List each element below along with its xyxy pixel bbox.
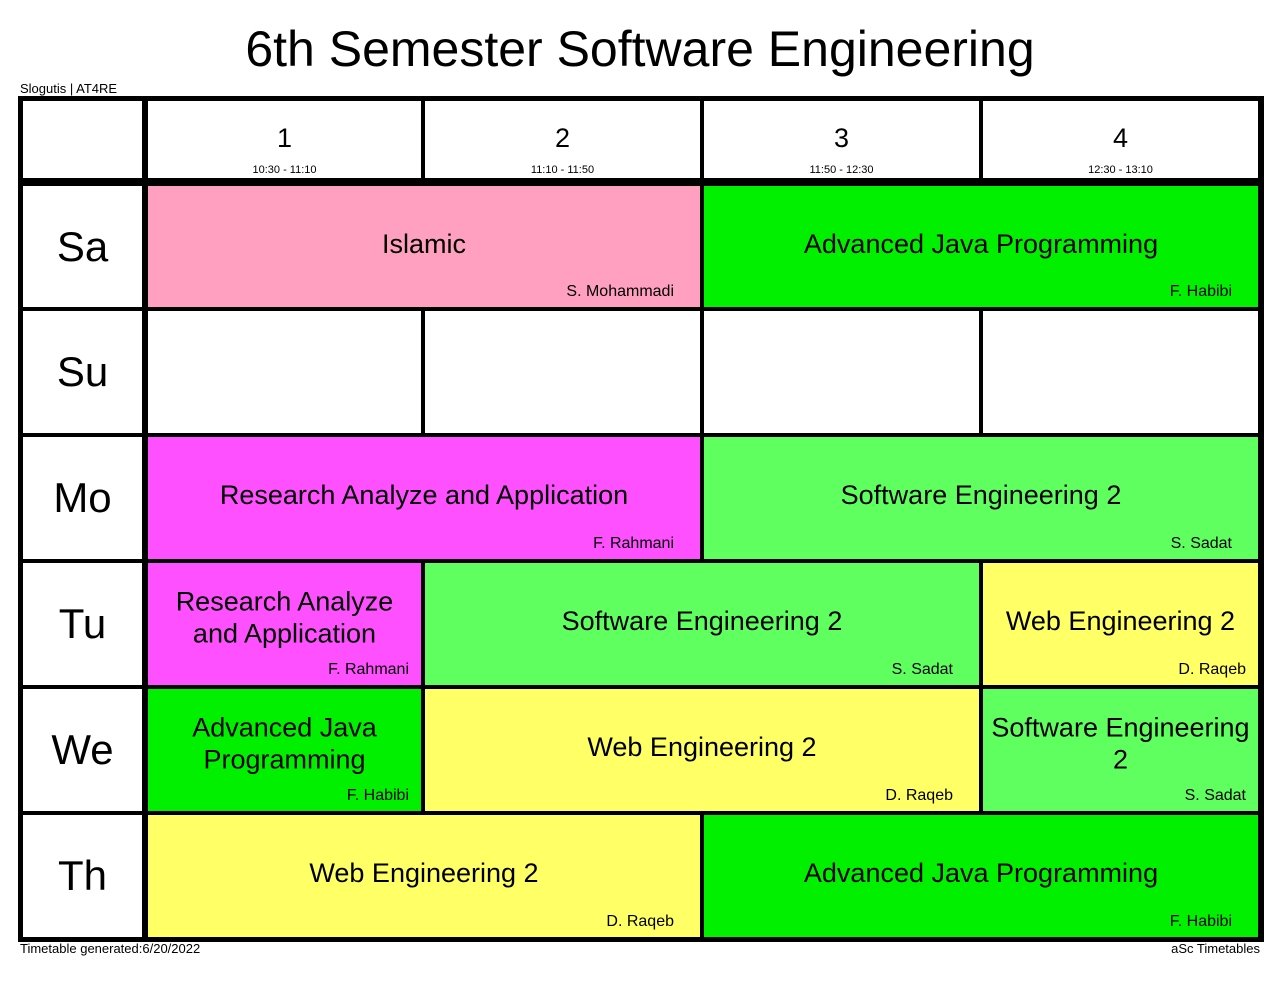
- empty-slot: [982, 310, 1259, 434]
- period-header-4: 4 12:30 - 13:10: [982, 100, 1259, 179]
- lesson-subject: Research Analyze and Application: [175, 586, 394, 649]
- generated-label: Timetable generated:6/20/2022: [20, 941, 201, 956]
- empty-slot: [703, 310, 980, 434]
- lesson-mo-research[interactable]: Research Analyze and Application F. Rahm…: [147, 436, 701, 560]
- day-header-tu: Tu: [22, 562, 143, 686]
- day-header-sa: Sa: [22, 185, 143, 308]
- lesson-teacher: F. Habibi: [1169, 283, 1232, 300]
- lesson-th-advanced-java[interactable]: Advanced Java Programming F. Habibi: [703, 814, 1259, 938]
- lesson-teacher: F. Habibi: [346, 787, 409, 804]
- lesson-teacher: S. Mohammadi: [566, 283, 674, 300]
- empty-slot: [424, 310, 701, 434]
- lesson-subject: Advanced Java Programming: [803, 857, 1159, 888]
- lesson-subject: Web Engineering 2: [1005, 605, 1236, 636]
- lesson-tu-software-engineering[interactable]: Software Engineering 2 S. Sadat: [424, 562, 980, 686]
- period-number: 3: [833, 123, 850, 153]
- lesson-subject: Advanced Java Programming: [803, 228, 1159, 259]
- period-number: 2: [554, 123, 571, 153]
- lesson-subject: Software Engineering 2: [840, 479, 1122, 510]
- period-number: 4: [1112, 123, 1129, 153]
- lesson-sa-islamic[interactable]: Islamic S. Mohammadi: [147, 185, 701, 308]
- lesson-subject: Advanced Java Programming: [192, 712, 377, 775]
- lesson-teacher: D. Raqeb: [1178, 661, 1246, 678]
- lesson-we-web-engineering[interactable]: Web Engineering 2 D. Raqeb: [424, 688, 980, 812]
- page-title: 6th Semester Software Engineering: [245, 21, 1035, 77]
- lesson-th-web-engineering[interactable]: Web Engineering 2 D. Raqeb: [147, 814, 701, 938]
- lesson-teacher: S. Sadat: [1184, 787, 1246, 804]
- day-header-th: Th: [22, 814, 143, 938]
- period-header-1: 1 10:30 - 11:10: [147, 100, 422, 179]
- lesson-teacher: S. Sadat: [891, 661, 953, 678]
- empty-slot: [147, 310, 422, 434]
- school-label: Slogutis | AT4RE: [20, 81, 118, 96]
- period-time: 12:30 - 13:10: [1088, 164, 1153, 176]
- lesson-teacher: S. Sadat: [1170, 535, 1232, 552]
- period-header-3: 3 11:50 - 12:30: [703, 100, 980, 179]
- period-time: 11:50 - 12:30: [809, 164, 874, 176]
- lesson-subject: Software Engineering 2: [991, 712, 1250, 775]
- period-header-2: 2 11:10 - 11:50: [424, 100, 701, 179]
- lesson-subject: Web Engineering 2: [587, 731, 817, 762]
- corner-cell: [22, 100, 143, 179]
- day-header-we: We: [22, 688, 143, 812]
- lesson-tu-web-engineering[interactable]: Web Engineering 2 D. Raqeb: [982, 562, 1259, 686]
- lesson-subject: Software Engineering 2: [561, 605, 843, 636]
- lesson-teacher: F. Rahmani: [593, 535, 674, 552]
- period-time: 10:30 - 11:10: [252, 164, 317, 176]
- footer-brand: aSc Timetables: [1171, 941, 1260, 956]
- lesson-we-software-engineering[interactable]: Software Engineering 2 S. Sadat: [982, 688, 1259, 812]
- lesson-we-advanced-java[interactable]: Advanced Java Programming F. Habibi: [147, 688, 422, 812]
- day-header-su: Su: [22, 310, 143, 434]
- day-header-mo: Mo: [22, 436, 143, 560]
- lesson-subject: Research Analyze and Application: [219, 479, 629, 510]
- lesson-mo-software-engineering[interactable]: Software Engineering 2 S. Sadat: [703, 436, 1259, 560]
- lesson-teacher: D. Raqeb: [885, 787, 953, 804]
- lesson-sa-advanced-java[interactable]: Advanced Java Programming F. Habibi: [703, 185, 1259, 308]
- timetable-grid: 1 10:30 - 11:10 2 11:10 - 11:50 3 11:50 …: [18, 96, 1264, 942]
- lesson-subject: Islamic: [381, 228, 466, 259]
- period-time: 11:10 - 11:50: [530, 164, 595, 176]
- lesson-subject: Web Engineering 2: [309, 857, 539, 888]
- lesson-teacher: F. Habibi: [1169, 913, 1232, 930]
- period-number: 1: [276, 123, 293, 153]
- lesson-teacher: F. Rahmani: [328, 661, 409, 678]
- lesson-teacher: D. Raqeb: [606, 913, 674, 930]
- lesson-tu-research[interactable]: Research Analyze and Application F. Rahm…: [147, 562, 422, 686]
